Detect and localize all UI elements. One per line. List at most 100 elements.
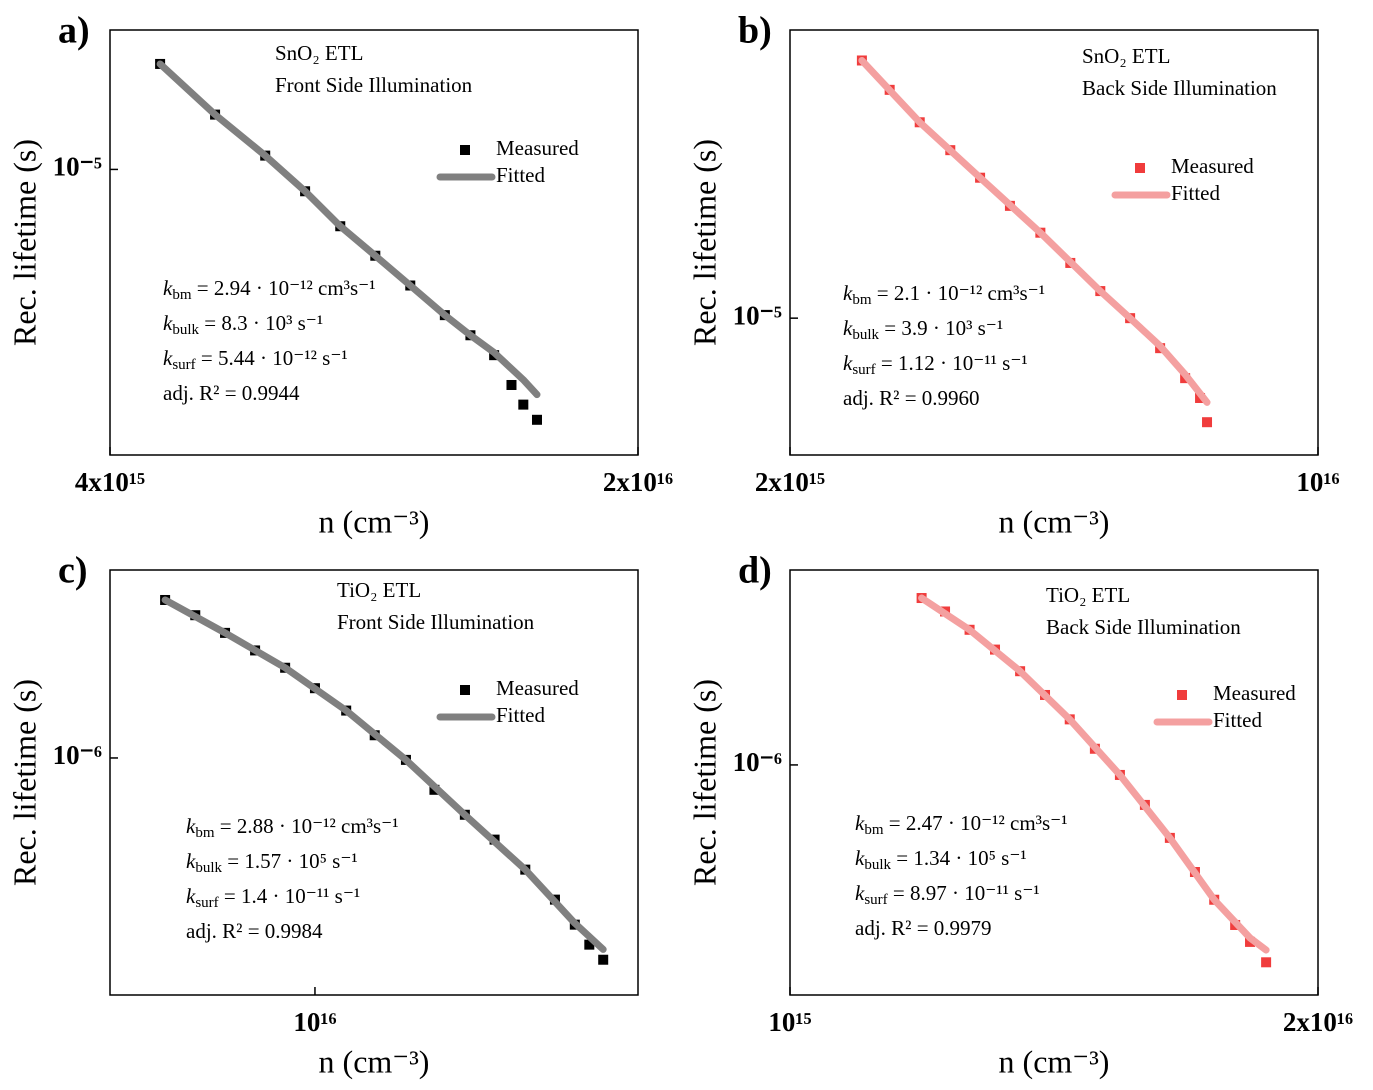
- subscript: bulk: [195, 860, 222, 876]
- fit-parameter: kbulk = 1.34 · 10⁵ s⁻¹: [855, 846, 1027, 874]
- parameter-text: adj. R² = 0.9979: [855, 916, 992, 940]
- fit-parameter: kbm = 2.1 · 10⁻¹² cm³s⁻¹: [843, 281, 1045, 309]
- annotation: SnO₂ ETL: [275, 41, 363, 65]
- y-tick-label: 10⁻⁵: [53, 152, 102, 182]
- parameter-text: adj. R² = 0.9984: [186, 919, 323, 943]
- symbol: k: [855, 881, 865, 905]
- subscript: bulk: [172, 322, 199, 338]
- panel-label: d): [738, 550, 772, 592]
- parameter-text: = 2.88 · 10⁻¹² cm³s⁻¹: [215, 814, 399, 838]
- parameter-text: = 2.1 · 10⁻¹² cm³s⁻¹: [872, 281, 1046, 305]
- fit-parameter: kbm = 2.94 · 10⁻¹² cm³s⁻¹: [163, 276, 376, 304]
- parameter-text: = 1.12 · 10⁻¹¹ s⁻¹: [876, 351, 1028, 375]
- x-tick-label: 10¹⁶: [293, 1007, 336, 1037]
- symbol: k: [186, 814, 196, 838]
- fitted-line: [161, 596, 607, 953]
- annotation: TiO₂ ETL: [337, 578, 421, 602]
- subscript: bm: [852, 292, 872, 308]
- legend-label: Measured: [496, 676, 579, 700]
- panel-label: a): [58, 10, 90, 52]
- legend-marker: [460, 685, 470, 695]
- subscript: surf: [852, 362, 875, 378]
- parameter-text: adj. R² = 0.9944: [163, 381, 300, 405]
- parameter-text: = 1.4 · 10⁻¹¹ s⁻¹: [219, 884, 361, 908]
- legend-label: Measured: [496, 136, 579, 160]
- parameter-text: = 3.9 · 10³ s⁻¹: [879, 316, 1003, 340]
- data-point: [531, 414, 542, 425]
- fitted-line: [858, 56, 1211, 406]
- x-axis-label: n (cm⁻³): [999, 1043, 1110, 1079]
- subscript: bm: [172, 287, 192, 303]
- data-point: [598, 954, 609, 965]
- fit-parameter: kbm = 2.88 · 10⁻¹² cm³s⁻¹: [186, 814, 399, 842]
- data-point: [506, 379, 517, 390]
- annotation: SnO₂ ETL: [1082, 44, 1170, 68]
- x-tick-label: 2x10¹⁶: [603, 467, 673, 497]
- symbol: k: [186, 884, 196, 908]
- parameter-text: = 1.34 · 10⁵ s⁻¹: [891, 846, 1027, 870]
- x-axis-label: n (cm⁻³): [319, 1043, 430, 1079]
- x-axis-label: n (cm⁻³): [999, 503, 1110, 539]
- x-tick-label: 2x10¹⁵: [755, 467, 825, 497]
- y-tick-label: 10⁻⁶: [53, 740, 102, 770]
- symbol: k: [843, 281, 853, 305]
- x-tick-label: 10¹⁵: [768, 1007, 811, 1037]
- plot-frame: [109, 569, 639, 996]
- annotation: Back Side Illumination: [1082, 76, 1277, 100]
- subscript: surf: [195, 895, 218, 911]
- legend-label: Fitted: [1171, 181, 1221, 205]
- legend-marker: [1135, 163, 1145, 173]
- fit-parameter: ksurf = 1.4 · 10⁻¹¹ s⁻¹: [186, 884, 360, 912]
- fit-parameter: kbulk = 1.57 · 10⁵ s⁻¹: [186, 849, 358, 877]
- parameter-text: adj. R² = 0.9960: [843, 386, 980, 410]
- data-point: [518, 399, 529, 410]
- plot-frame: [109, 29, 639, 456]
- annotation: Front Side Illumination: [337, 610, 535, 634]
- plot-frame: [789, 29, 1319, 456]
- legend-label: Fitted: [496, 703, 546, 727]
- subscript: surf: [864, 892, 887, 908]
- annotation: TiO₂ ETL: [1046, 583, 1130, 607]
- subscript: surf: [172, 357, 195, 373]
- symbol: k: [843, 316, 853, 340]
- y-axis-label: Rec. lifetime (s): [686, 139, 722, 346]
- y-axis-label: Rec. lifetime (s): [686, 679, 722, 886]
- fit-parameter: ksurf = 1.12 · 10⁻¹¹ s⁻¹: [843, 351, 1028, 379]
- x-tick-label: 2x10¹⁶: [1283, 1007, 1353, 1037]
- legend-marker: [460, 145, 470, 155]
- legend-label: Fitted: [496, 163, 546, 187]
- legend-label: Measured: [1171, 154, 1254, 178]
- annotation: Back Side Illumination: [1046, 615, 1241, 639]
- annotation: Front Side Illumination: [275, 73, 473, 97]
- fitted-line: [918, 594, 1270, 954]
- symbol: k: [855, 846, 865, 870]
- parameter-text: = 2.94 · 10⁻¹² cm³s⁻¹: [192, 276, 376, 300]
- legend-label: Fitted: [1213, 708, 1263, 732]
- fit-parameter: ksurf = 8.97 · 10⁻¹¹ s⁻¹: [855, 881, 1040, 909]
- subscript: bm: [195, 825, 215, 841]
- subscript: bulk: [852, 327, 879, 343]
- fit-parameter: ksurf = 5.44 · 10⁻¹² s⁻¹: [163, 346, 348, 374]
- symbol: k: [163, 276, 173, 300]
- subscript: bulk: [864, 857, 891, 873]
- data-point: [1261, 957, 1272, 968]
- fit-parameter: adj. R² = 0.9944: [163, 381, 300, 405]
- symbol: k: [855, 811, 865, 835]
- x-tick-label: 4x10¹⁵: [75, 467, 145, 497]
- y-axis-label: Rec. lifetime (s): [6, 139, 42, 346]
- subscript: bm: [864, 822, 884, 838]
- data-point: [1202, 417, 1213, 428]
- parameter-text: = 2.47 · 10⁻¹² cm³s⁻¹: [884, 811, 1068, 835]
- symbol: k: [163, 346, 173, 370]
- x-tick-label: 10¹⁶: [1296, 467, 1339, 497]
- parameter-text: = 1.57 · 10⁵ s⁻¹: [222, 849, 358, 873]
- parameter-text: = 8.3 · 10³ s⁻¹: [199, 311, 323, 335]
- fit-parameter: kbm = 2.47 · 10⁻¹² cm³s⁻¹: [855, 811, 1068, 839]
- symbol: k: [186, 849, 196, 873]
- symbol: k: [843, 351, 853, 375]
- fit-parameter: adj. R² = 0.9984: [186, 919, 323, 943]
- data-point: [584, 939, 595, 950]
- fit-parameter: kbulk = 8.3 · 10³ s⁻¹: [163, 311, 323, 339]
- legend-marker: [1177, 690, 1187, 700]
